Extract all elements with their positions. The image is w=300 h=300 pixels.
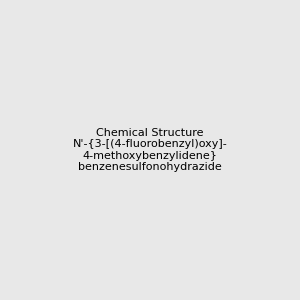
Text: Chemical Structure
N'-{3-[(4-fluorobenzyl)oxy]-
4-methoxybenzylidene}
benzenesul: Chemical Structure N'-{3-[(4-fluorobenzy… [73,128,227,172]
